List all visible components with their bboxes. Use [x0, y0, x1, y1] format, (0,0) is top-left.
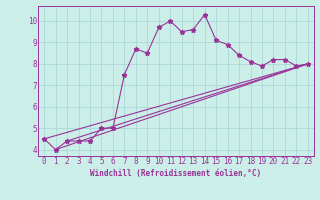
X-axis label: Windchill (Refroidissement éolien,°C): Windchill (Refroidissement éolien,°C)	[91, 169, 261, 178]
